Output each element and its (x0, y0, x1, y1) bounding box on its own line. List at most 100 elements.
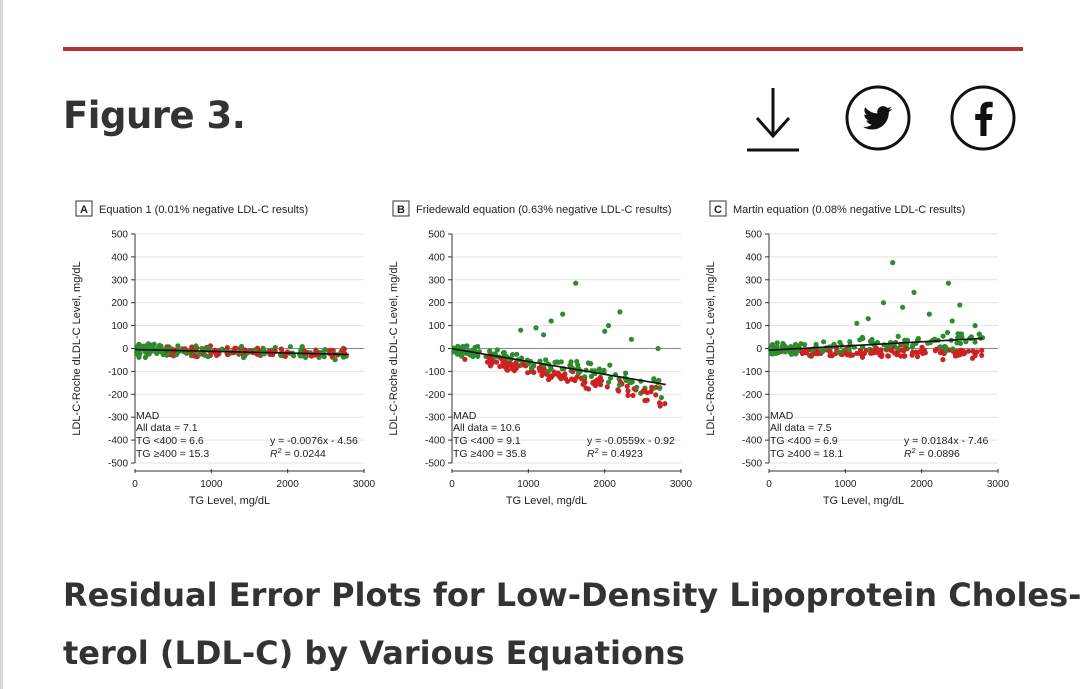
point-tg-ge400 (970, 348, 976, 354)
point-tg-ge400 (914, 354, 921, 360)
residual-error-plots: A Equation 1 (0.01% negative LDL-C result… (71, 200, 1010, 507)
point-tg-lt400 (528, 365, 534, 371)
point-tg-ge400 (507, 360, 513, 366)
point-tg-ge400 (937, 350, 944, 356)
y-tick-label: 200 (111, 298, 128, 309)
point-tg-lt400 (321, 354, 327, 360)
figure-title: Figure 3. (63, 94, 246, 137)
point-tg-ge400 (266, 349, 272, 355)
x-axis-label: TG Level, mg/dL (823, 495, 904, 507)
point-tg-lt400 (857, 337, 863, 343)
regression-line (768, 337, 983, 352)
point-tg-lt400 (911, 289, 917, 295)
y-axis-label: LDL-C-Roche dLDL-C Level, mg/dL (71, 261, 83, 435)
point-tg-lt400 (968, 334, 974, 340)
facebook-icon[interactable] (950, 85, 1016, 151)
point-tg-ge400 (979, 347, 985, 353)
point-tg-lt400 (278, 352, 284, 358)
point-tg-lt400 (501, 349, 507, 356)
point-tg-ge400 (282, 353, 288, 359)
x-axis-label: TG Level, mg/dL (189, 495, 270, 507)
point-tg-lt400 (574, 358, 580, 365)
page-left-border (0, 0, 3, 689)
y-tick-label: 0 (122, 344, 128, 355)
point-tg-lt400 (651, 376, 657, 382)
point-tg-lt400 (788, 351, 795, 357)
point-tg-ge400 (224, 345, 230, 351)
y-tick-label: 300 (428, 275, 445, 286)
chart-title: Friedewald equation (0.63% negative LDL-… (416, 204, 672, 216)
point-tg-ge400 (548, 374, 555, 380)
point-tg-ge400 (625, 388, 631, 394)
point-tg-lt400 (548, 366, 554, 372)
point-tg-ge400 (327, 347, 333, 353)
y-tick-label: -400 (425, 436, 445, 447)
x-axis-label: TG Level, mg/dL (506, 495, 587, 507)
point-tg-ge400 (520, 361, 526, 367)
point-tg-lt400 (303, 354, 309, 360)
r-squared: R2 = 0.0896 (904, 446, 960, 460)
point-tg-lt400 (332, 357, 338, 363)
point-tg-ge400 (531, 369, 537, 375)
figure-caption: Residual Error Plots for Low-Density Lip… (63, 566, 1080, 682)
point-tg-lt400 (623, 370, 629, 376)
point-tg-lt400 (972, 339, 978, 345)
point-tg-lt400 (617, 309, 623, 315)
x-tick-label: 1000 (517, 479, 540, 490)
point-tg-lt400 (972, 323, 978, 329)
point-tg-lt400 (616, 382, 623, 388)
point-tg-lt400 (475, 343, 481, 350)
y-tick-label: 200 (745, 298, 762, 309)
point-tg-ge400 (888, 348, 895, 354)
point-tg-lt400 (136, 341, 142, 347)
point-tg-lt400 (628, 336, 635, 342)
chart-title: Martin equation (0.08% negative LDL-C re… (733, 204, 965, 216)
point-tg-lt400 (945, 280, 952, 286)
point-tg-lt400 (145, 344, 151, 350)
y-tick-label: 300 (111, 275, 128, 286)
point-tg-ge400 (562, 371, 568, 377)
scatter-points (451, 280, 668, 409)
regression-equation: y = -0.0076x - 4.56 (270, 435, 358, 447)
point-tg-ge400 (544, 371, 550, 377)
point-tg-lt400 (894, 345, 900, 351)
panel-letter-box (709, 200, 727, 217)
point-tg-lt400 (487, 348, 493, 354)
point-tg-ge400 (555, 371, 561, 378)
point-tg-ge400 (462, 356, 468, 362)
point-tg-lt400 (475, 353, 481, 359)
y-tick-label: -300 (108, 413, 128, 424)
point-tg-lt400 (902, 337, 908, 343)
scatter-points (768, 260, 986, 363)
y-tick-label: -300 (742, 413, 762, 424)
point-tg-ge400 (224, 351, 231, 358)
point-tg-lt400 (837, 339, 843, 345)
point-tg-lt400 (926, 311, 932, 317)
chart-panel-b: B Friedewald equation (0.63% negative LDL… (388, 200, 693, 507)
point-tg-lt400 (537, 358, 543, 364)
point-tg-lt400 (509, 352, 516, 358)
point-tg-ge400 (616, 388, 622, 394)
twitter-icon[interactable] (845, 85, 911, 151)
point-tg-lt400 (240, 354, 247, 361)
point-tg-lt400 (541, 332, 547, 338)
point-tg-lt400 (957, 302, 963, 308)
x-tick-label: 2000 (594, 479, 617, 490)
regression-equation: y = 0.0184x - 7.46 (904, 435, 989, 447)
point-tg-ge400 (803, 348, 809, 354)
point-tg-lt400 (900, 304, 906, 310)
point-tg-ge400 (901, 348, 907, 354)
x-tick-label: 1000 (200, 479, 223, 490)
point-tg-ge400 (917, 349, 923, 355)
y-tick-label: 100 (428, 321, 445, 332)
point-tg-lt400 (890, 260, 896, 266)
point-tg-ge400 (919, 344, 925, 350)
point-tg-lt400 (865, 316, 871, 322)
y-tick-label: 100 (111, 321, 128, 332)
point-tg-lt400 (197, 351, 203, 357)
y-tick-label: -200 (425, 390, 445, 401)
point-tg-ge400 (848, 352, 854, 358)
point-tg-lt400 (514, 351, 520, 357)
accent-rule (63, 47, 1023, 51)
download-icon[interactable] (745, 86, 801, 154)
